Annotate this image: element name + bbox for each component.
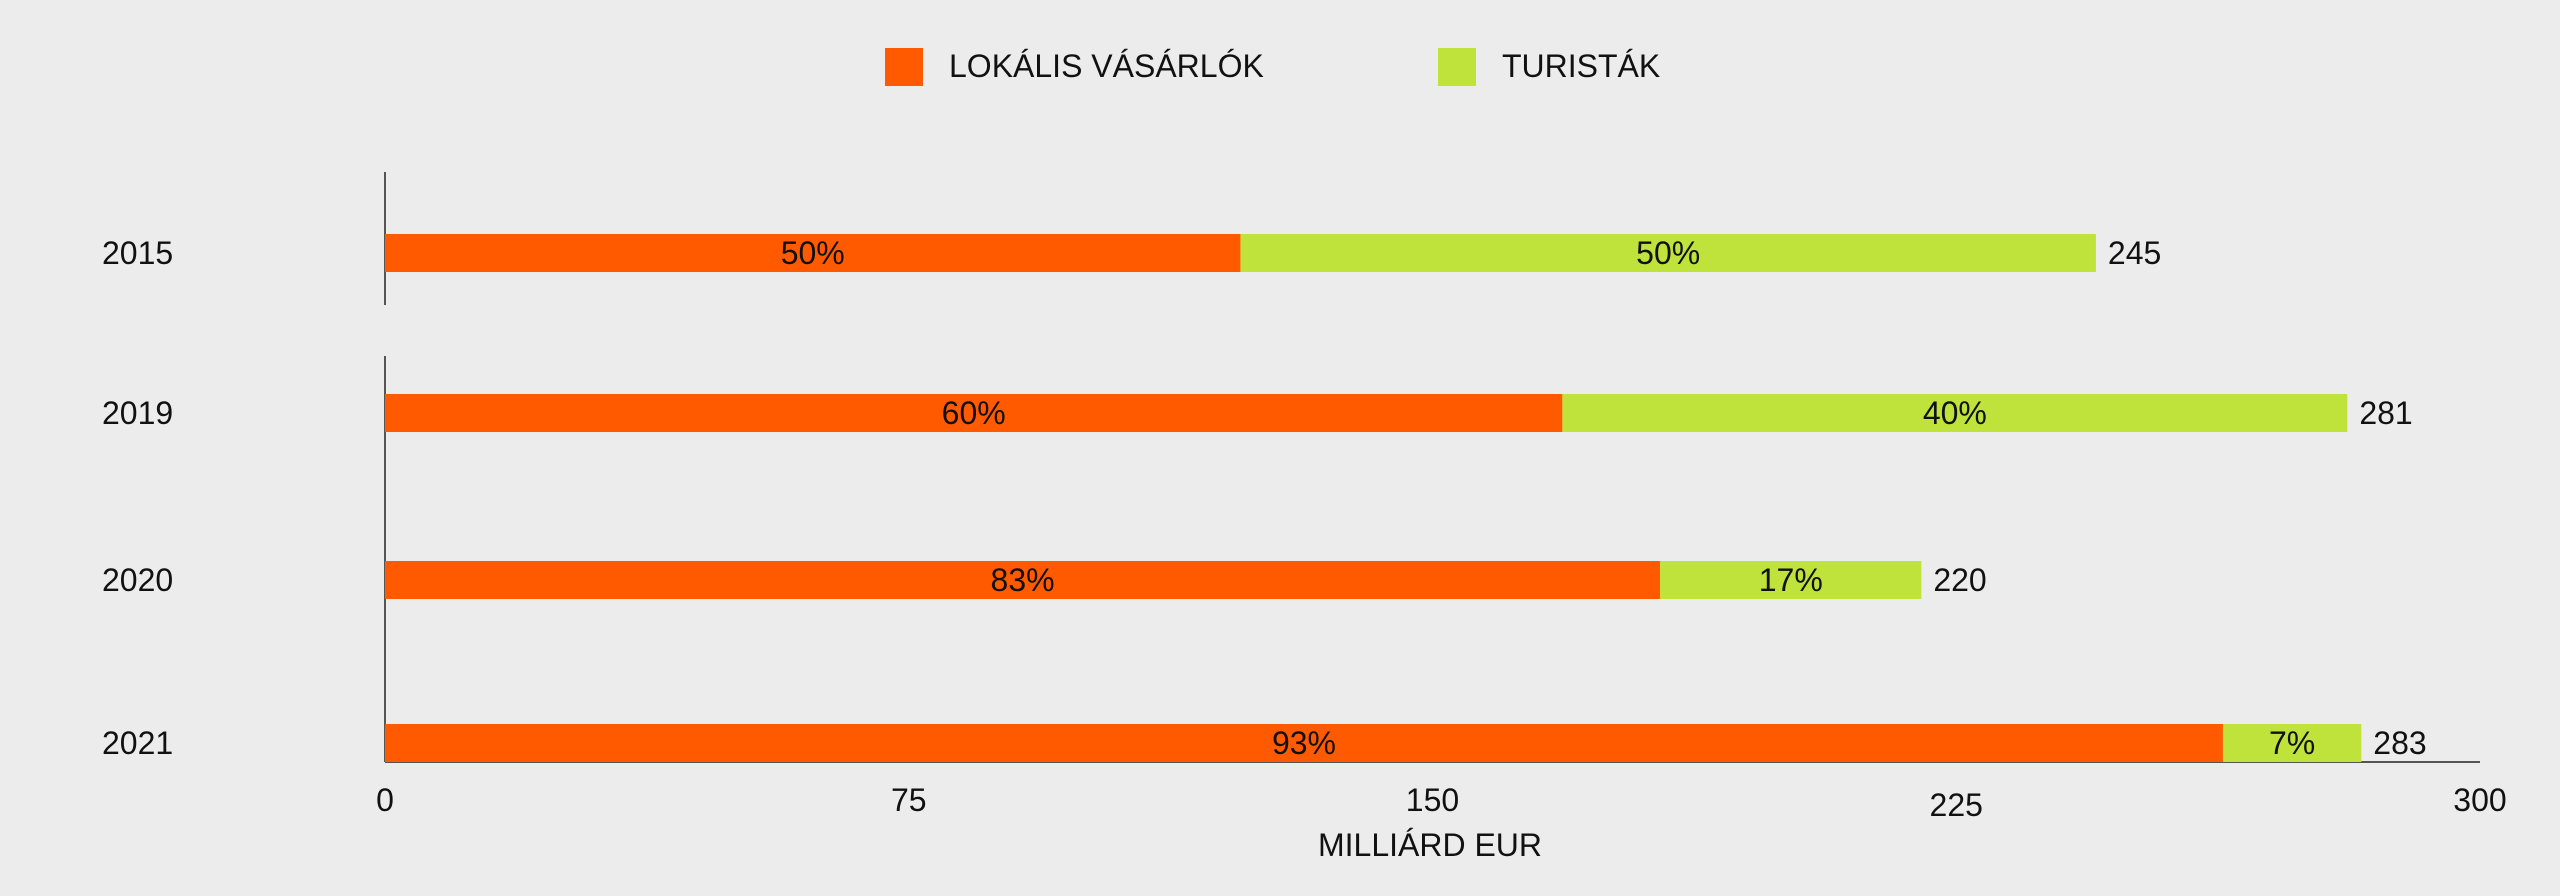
bar-share-label: 7% [2269,725,2315,761]
bar-total-label: 283 [2373,725,2426,761]
bar-total-label: 245 [2108,235,2161,271]
labels: 2015 50% 50% 245 2019 60% 40% 281 2020 83% 17% 220 2… [102,235,2427,761]
legend: LOKÁLIS VÁSÁRLÓK TURISTÁK [885,48,1660,86]
bar-segment-local [385,394,1563,432]
bar-segment-local [385,234,1241,272]
x-tick-label: 0 [376,782,394,818]
bar-share-label: 93% [1272,725,1336,761]
bar-share-label: 17% [1759,562,1823,598]
bar-segment-tourist [1240,234,2096,272]
bar-total-label: 220 [1933,562,1986,598]
x-axis-title: MILLIÁRD EUR [1318,827,1542,863]
bar-share-label: 50% [1636,235,1700,271]
legend-label-0: LOKÁLIS VÁSÁRLÓK [949,48,1264,84]
bar-segment-local [385,724,2223,762]
legend-label-1: TURISTÁK [1502,48,1660,84]
bars [385,234,2362,762]
y-category-label: 2019 [102,395,173,431]
x-tick-label: 75 [891,782,927,818]
bar-total-label: 281 [2359,395,2412,431]
bar-segment-tourist [1562,394,2348,432]
legend-swatch-1 [1438,48,1476,86]
x-tick-label: 225 [1930,787,1983,823]
y-category-label: 2020 [102,562,173,598]
bar-share-label: 40% [1923,395,1987,431]
bar-share-label: 60% [942,395,1006,431]
bar-segment-local [385,561,1661,599]
y-category-label: 2021 [102,725,173,761]
y-category-label: 2015 [102,235,173,271]
legend-swatch-0 [885,48,923,86]
bar-share-label: 83% [991,562,1055,598]
bar-segment-tourist [2222,724,2362,762]
bar-share-label: 50% [781,235,845,271]
x-tick-label: 300 [2453,782,2506,818]
x-tick-label: 150 [1406,782,1459,818]
bar-segment-tourist [1660,561,1922,599]
